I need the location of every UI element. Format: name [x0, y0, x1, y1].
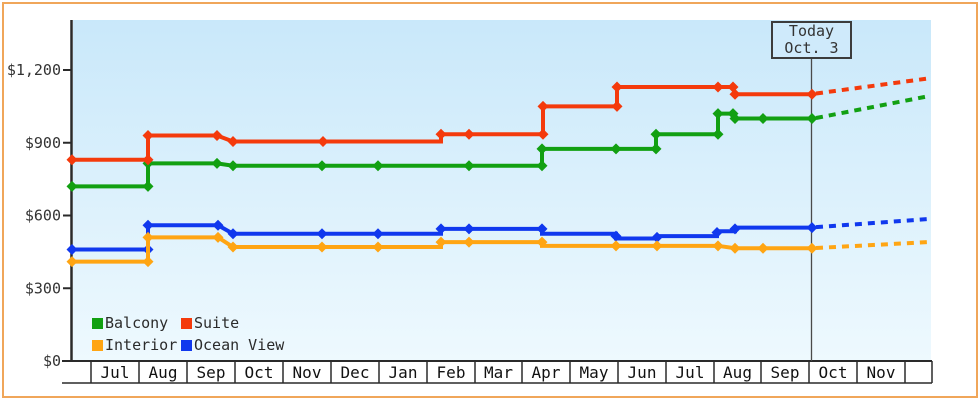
legend-swatch-suite — [181, 317, 192, 329]
legend-item-balcony: Balcony — [92, 314, 181, 332]
series-markers-interior — [66, 231, 818, 268]
series-balcony — [66, 94, 927, 192]
legend-label-interior: Interior — [105, 336, 178, 354]
month-label: Jan — [389, 363, 418, 382]
legend-item-interior: Interior — [92, 336, 181, 354]
legend-label-ocean-view: Ocean View — [194, 336, 285, 354]
month-label: Jul — [676, 363, 705, 382]
series-interior — [66, 231, 928, 268]
y-tick-label: $900 — [25, 134, 61, 152]
legend-swatch-interior — [92, 339, 103, 351]
month-label: Apr — [532, 363, 561, 382]
month-label: Jun — [628, 363, 657, 382]
month-label: Oct — [819, 363, 848, 382]
month-label: Jul — [101, 363, 130, 382]
plot-background — [73, 20, 931, 361]
legend-item-ocean-view: Ocean View — [181, 336, 284, 354]
month-label: Nov — [867, 363, 896, 382]
legend-item-suite: Suite — [181, 314, 239, 332]
month-label: Sep — [771, 363, 800, 382]
x-axis-months: Jul Aug Sep Oct Nov Dec Jan Feb Mar Apr May Jun Jul A… — [62, 361, 933, 384]
projection-line-suite — [815, 76, 929, 96]
legend-row: Interior Ocean View — [92, 334, 284, 356]
legend-row: Balcony Suite — [92, 312, 284, 334]
projection-line-ocean-view — [815, 217, 928, 230]
month-label: May — [580, 363, 609, 382]
month-label: Oct — [245, 363, 274, 382]
projection-line-interior — [815, 240, 928, 250]
projection-line-balcony — [815, 94, 927, 120]
y-tick-label: $600 — [25, 207, 61, 225]
month-label: Nov — [293, 363, 322, 382]
y-tick-label: $0 — [43, 352, 61, 370]
y-tick-label: $1,200 — [7, 61, 61, 79]
legend-label-suite: Suite — [194, 314, 240, 332]
month-label: Aug — [149, 363, 178, 382]
month-label: Feb — [437, 363, 466, 382]
today-label: Today — [788, 22, 835, 40]
legend-swatch-ocean-view — [181, 339, 192, 351]
legend-label-balcony: Balcony — [105, 314, 169, 332]
today-annotation: Today Oct. 3 — [771, 21, 852, 59]
month-label: Aug — [723, 363, 752, 382]
today-date: Oct. 3 — [784, 39, 839, 57]
month-label: Mar — [484, 363, 513, 382]
month-label: Dec — [341, 363, 370, 382]
y-axis: $1,200 $900 $600 $300 $0 — [7, 61, 71, 370]
legend-swatch-balcony — [92, 317, 103, 329]
month-label: Sep — [197, 363, 226, 382]
series-ocean-view — [66, 217, 928, 255]
series-suite — [66, 76, 929, 166]
chart-legend: Balcony Suite Interior Ocean View — [92, 312, 284, 356]
series-markers-ocean-view — [66, 219, 818, 255]
y-tick-label: $300 — [25, 279, 61, 297]
